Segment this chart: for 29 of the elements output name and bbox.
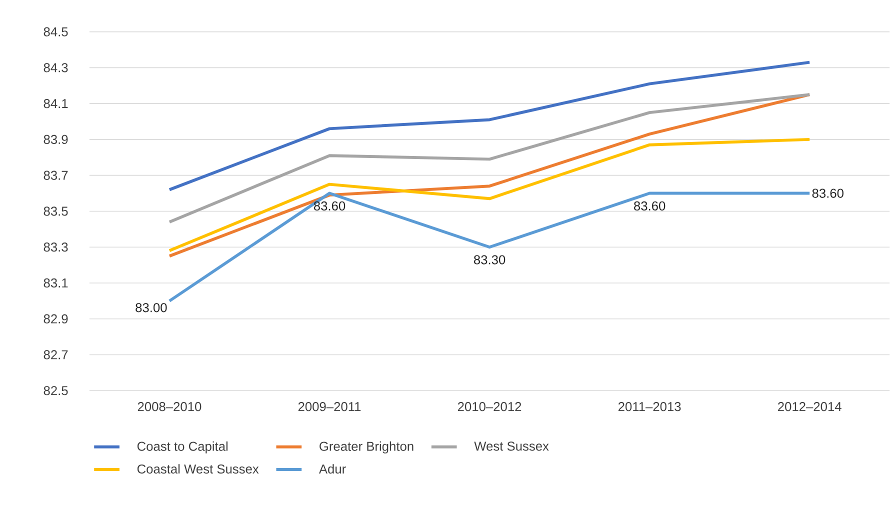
legend-label: Adur [318,464,346,474]
x-tick-label: 2008–2010 [138,402,202,412]
legend-label: West Sussex [474,442,549,451]
legend-label: Coast to Capital [137,442,228,454]
y-tick-label: 82.5 [44,386,68,396]
y-tick-label: 84.1 [44,99,68,108]
y-tick-label: 83.5 [44,206,68,216]
y-tick-label: 84.3 [44,63,68,72]
data-label: 83.30 [474,255,506,264]
legend-label: Coastal West Sussex [137,464,259,474]
line-series [168,93,812,224]
data-label: 83.60 [634,202,666,211]
data-label: 83.60 [812,188,844,198]
data-label: 83.60 [314,202,346,211]
y-tick-label: 83.7 [44,170,68,180]
line-series [168,60,812,192]
line-series [168,138,812,252]
y-tick-label: 83.1 [44,278,68,288]
data-label: 83.00 [136,303,167,312]
y-tick-label: 82.9 [44,314,68,324]
legend-label: Greater Brighton [320,442,414,454]
y-tick-label: 82.7 [44,350,68,360]
x-tick-label: 2009–2011 [298,402,361,412]
x-tick-label: 2012–2014 [778,402,842,412]
y-tick-label: 84.5 [44,27,68,36]
y-tick-label: 83.9 [44,135,68,144]
x-tick-label: 2011–2013 [618,402,681,412]
y-tick-label: 83.3 [44,242,68,252]
x-tick-label: 2010–2012 [458,402,522,412]
